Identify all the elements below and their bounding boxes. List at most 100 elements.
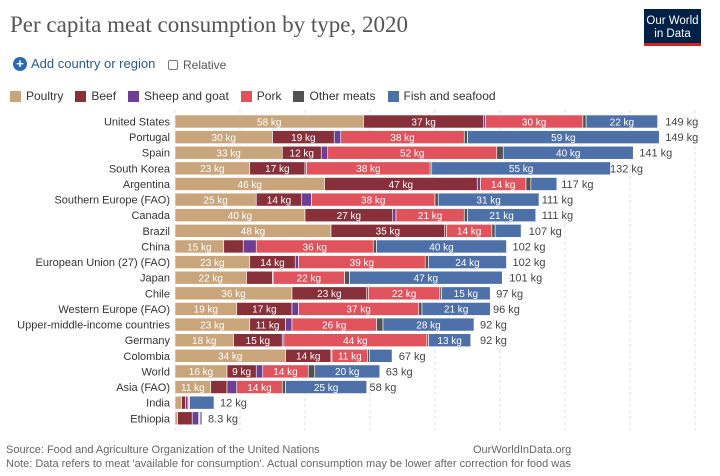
bar-segment-sheep-and-goat <box>185 395 189 410</box>
segment-data-label: 11 kg <box>181 383 205 394</box>
segment-data-label: 23 kg <box>200 164 224 175</box>
relative-checkbox[interactable] <box>168 60 178 70</box>
segment-data-label: 25 kg <box>314 383 338 394</box>
segment-data-label: 12 kg <box>290 149 314 160</box>
legend-label: Pork <box>256 89 282 103</box>
bar-segment-fish-and-seafood <box>467 130 660 144</box>
segment-data-label: 36 kg <box>303 242 327 253</box>
bar-segment-other-meats <box>525 177 532 191</box>
segment-data-label: 36 kg <box>221 289 245 300</box>
add-country-button[interactable]: + Add country or region <box>13 56 155 71</box>
bar-segment-sheep-and-goat <box>285 317 293 332</box>
bar-segment-other-meats <box>424 255 429 269</box>
segment-data-label: 22 kg <box>199 274 223 285</box>
segment-data-label: 48 kg <box>241 227 265 238</box>
segment-data-label: 13 kg <box>437 336 461 347</box>
category-label: Western Europe (FAO) <box>58 304 170 316</box>
segment-data-label: 37 kg <box>411 117 435 128</box>
plus-icon: + <box>13 56 27 71</box>
category-label: Upper-middle-income countries <box>17 320 170 332</box>
bar-segment-fish-and-seafood <box>441 286 491 301</box>
legend-swatch <box>10 90 21 102</box>
segment-data-label: 34 kg <box>218 352 242 363</box>
total-data-label: 141 kg <box>639 148 672 160</box>
segment-data-label: 21 kg <box>418 211 442 222</box>
segment-data-label: 52 kg <box>400 149 424 160</box>
legend-item-pork[interactable]: Pork <box>240 89 282 103</box>
bar-segment-poultry <box>174 395 182 410</box>
segment-data-label: 38 kg <box>390 133 414 144</box>
total-data-label: 8.3 kg <box>208 413 238 425</box>
segment-data-label: 40 kg <box>228 211 252 222</box>
category-label: South Korea <box>109 163 171 175</box>
bar-segment-sheep-and-goat <box>294 255 299 269</box>
relative-label: Relative <box>183 58 227 72</box>
category-label: Japan <box>140 273 170 285</box>
segment-data-label: 19 kg <box>194 305 218 316</box>
legend-item-beef[interactable]: Beef <box>75 89 116 103</box>
site-link[interactable]: OurWorldInData.org <box>473 444 572 456</box>
legend-item-sheep-and-goat[interactable]: Sheep and goat <box>128 89 229 103</box>
total-data-label: 102 kg <box>513 257 546 269</box>
total-data-label: 132 kg <box>610 163 643 175</box>
bar-segment-poultry <box>174 411 178 426</box>
bar-segment-other-meats <box>376 317 384 332</box>
category-label: Southern Europe (FAO) <box>54 195 170 207</box>
category-label: Canada <box>131 210 170 222</box>
legend-item-poultry[interactable]: Poultry <box>10 89 63 103</box>
bar-segment-fish-and-seafood <box>585 114 658 129</box>
category-label: Asia (FAO) <box>116 382 170 394</box>
bar-segment-fish-and-seafood <box>421 302 491 316</box>
total-data-label: 117 kg <box>561 179 593 191</box>
segment-data-label: 37 kg <box>346 305 370 316</box>
bar-segment-other-meats <box>372 239 377 254</box>
owid-logo[interactable]: Our World in Data <box>644 9 701 46</box>
source-note: Source: Food and Agriculture Organizatio… <box>6 444 320 456</box>
total-data-label: 111 kg <box>542 210 573 222</box>
segment-data-label: 58 kg <box>257 117 281 128</box>
total-data-label: 107 kg <box>529 226 562 238</box>
stacked-bar-chart: United States 58 kg 37 kg 30 kg 22 kg 149 kg P… <box>17 110 698 430</box>
bar-segment-beef <box>210 380 228 394</box>
legend-swatch <box>293 90 305 102</box>
total-data-label: 101 kg <box>509 273 542 285</box>
segment-data-label: 22 kg <box>610 117 634 128</box>
segment-data-label: 15 kg <box>454 289 478 300</box>
segment-data-label: 23 kg <box>317 289 341 300</box>
footnote: Note: Data refers to meat 'available for… <box>6 458 571 470</box>
legend-item-other-meats[interactable]: Other meats <box>293 89 376 103</box>
category-label: Brazil <box>142 226 170 238</box>
segment-data-label: 38 kg <box>361 195 385 206</box>
add-country-label: Add country or region <box>31 56 156 71</box>
segment-data-label: 47 kg <box>414 274 438 285</box>
category-label: Chile <box>145 288 170 300</box>
segment-data-label: 22 kg <box>297 274 321 285</box>
segment-data-label: 24 kg <box>455 258 479 269</box>
total-data-label: 92 kg <box>480 335 507 347</box>
segment-data-label: 15 kg <box>187 242 211 253</box>
segment-data-label: 16 kg <box>189 367 213 378</box>
segment-data-label: 26 kg <box>322 320 346 331</box>
bar-segment-fish-and-seafood <box>349 270 503 285</box>
legend-item-fish-and-seafood[interactable]: Fish and seafood <box>387 89 496 103</box>
segment-data-label: 23 kg <box>200 320 224 331</box>
bar-segment-sheep-and-goat <box>476 177 481 191</box>
segment-data-label: 40 kg <box>429 242 453 253</box>
segment-data-label: 35 kg <box>376 227 400 238</box>
bar-segment-sheep-and-goat <box>226 380 238 394</box>
segment-data-label: 17 kg <box>265 164 289 175</box>
segment-data-label: 44 kg <box>343 336 367 347</box>
bar-segment-fish-and-seafood <box>285 380 368 394</box>
segment-data-label: 11 kg <box>256 320 280 331</box>
bar-segment-fish-and-seafood <box>382 317 475 332</box>
relative-toggle[interactable]: Relative <box>168 58 226 72</box>
category-label: Colombia <box>124 351 171 363</box>
bar-segment-other-meats <box>307 364 316 379</box>
bar-segment-beef <box>181 395 186 410</box>
bar-segment-sheep-and-goat <box>291 302 299 316</box>
bar-segment-other-meats <box>463 130 468 144</box>
segment-data-label: 14 kg <box>260 258 284 269</box>
category-label: Portugal <box>129 132 170 144</box>
total-data-label: 67 kg <box>399 351 426 363</box>
segment-data-label: 11 kg <box>338 352 362 363</box>
